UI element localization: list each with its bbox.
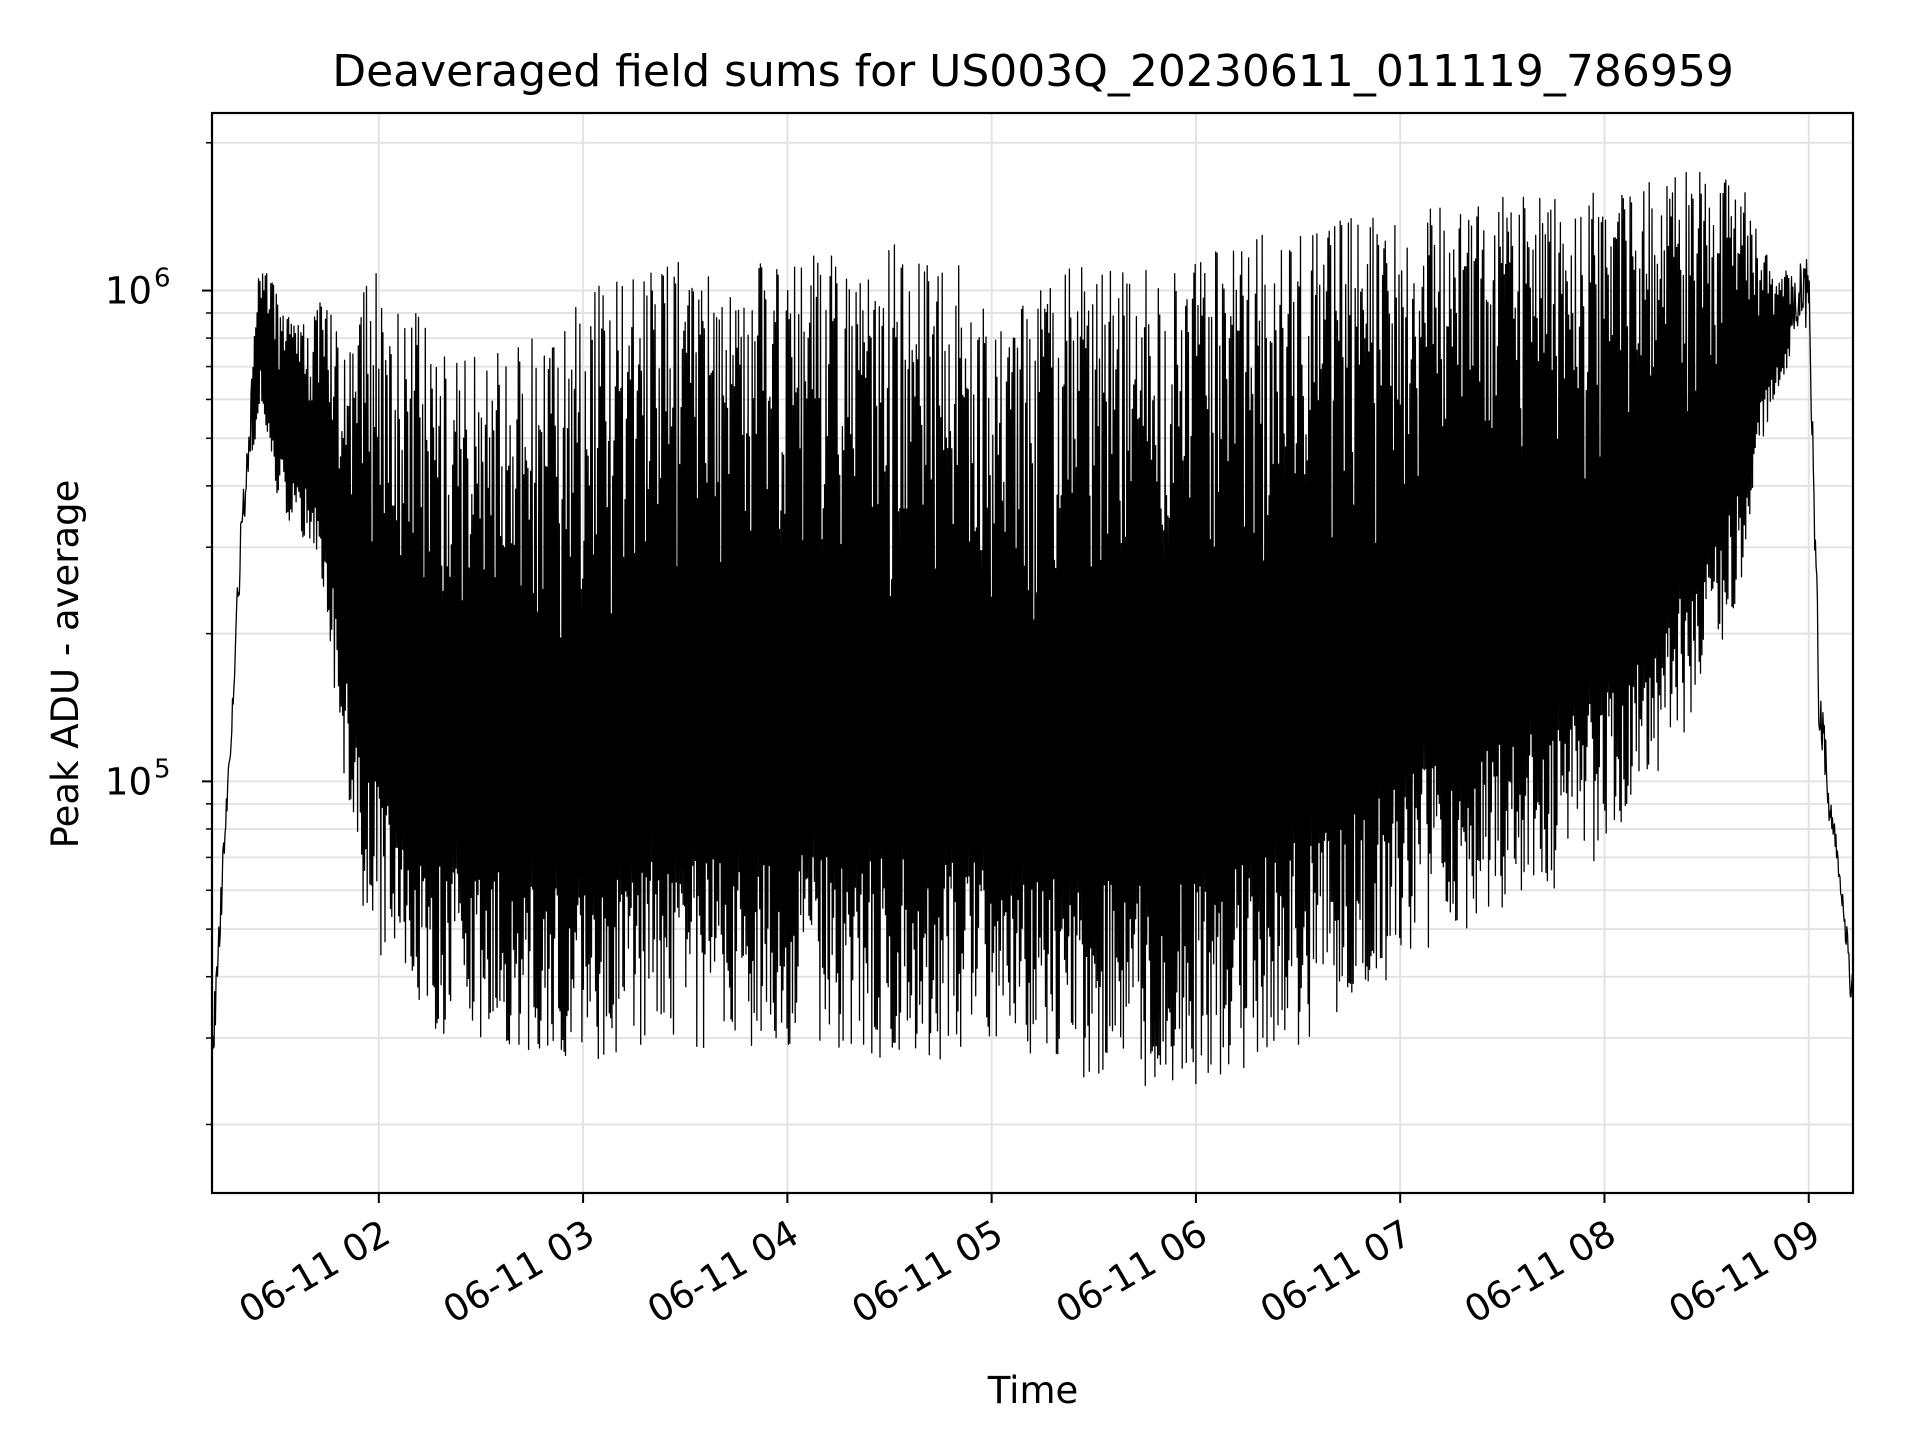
y-tick-label-exponent: 5 xyxy=(154,754,171,784)
plot-frame xyxy=(210,111,1855,1195)
series-line xyxy=(211,171,1854,1087)
data-layer xyxy=(211,171,1854,1087)
chart-title: Deaveraged field sums for US003Q_2023061… xyxy=(332,46,1734,97)
y-tick-label: 10 xyxy=(105,270,152,313)
x-axis-label: Time xyxy=(987,1369,1079,1412)
y-axis-label: Peak ADU - average xyxy=(44,480,87,849)
y-tick-label-exponent: 6 xyxy=(154,264,171,294)
y-tick-label: 10 xyxy=(105,760,152,803)
